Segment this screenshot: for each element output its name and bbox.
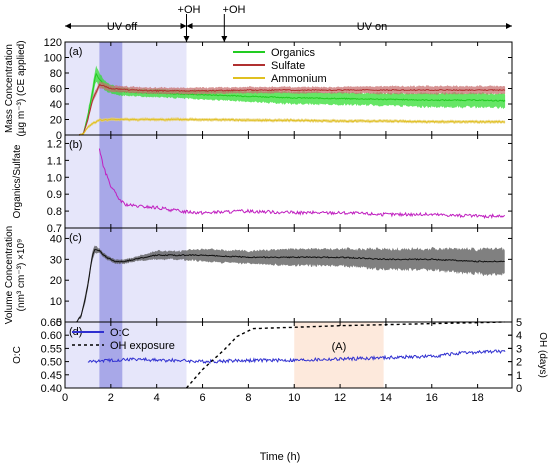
y2-tick-label: 3 [516, 343, 522, 355]
y-axis-label-units: (µg m⁻³) (CE applied) [16, 40, 27, 136]
y-tick-label: 1.1 [47, 155, 62, 167]
y2-tick-label: 1 [516, 370, 522, 382]
injection-shading [99, 42, 123, 388]
uv-off-shading [65, 42, 187, 388]
oh-arrowhead-1 [183, 36, 190, 42]
y-axis-label: Volume Concentration [4, 226, 15, 324]
x-axis-label: Time (h) [260, 451, 301, 463]
y-tick-label: 100 [44, 53, 62, 65]
y-tick-label: 0 [56, 317, 62, 329]
shading-layer [65, 42, 384, 388]
y-tick-label: 60 [50, 84, 62, 96]
y2-axis-label: OH (days) [537, 332, 548, 378]
y2-tick-label: 5 [516, 317, 522, 329]
y2-tick-label: 4 [516, 330, 522, 342]
y-tick-label: 0.65 [41, 317, 62, 329]
uv-off-label: UV off [107, 21, 138, 33]
legend-label: O:C [110, 327, 130, 339]
y-axis-label-units: (nm³ cm⁻³) ×10⁹ [16, 239, 27, 312]
panel-label: (b) [69, 139, 82, 151]
top-annotations: UV off UV on +OH +OH [65, 4, 512, 42]
x-tick-label: 14 [380, 392, 392, 404]
x-tick-label: 18 [471, 392, 483, 404]
oh-arrowhead-2 [221, 36, 228, 42]
y-tick-label: 120 [44, 37, 62, 49]
panel-frame [64, 321, 513, 389]
x-tick-label: 10 [288, 392, 300, 404]
y-tick-label: 0.55 [41, 343, 62, 355]
x-tick-label: 8 [245, 392, 251, 404]
x-tick-label: 6 [199, 392, 205, 404]
legend-label: Sulfate [271, 60, 305, 72]
series-band-series [76, 245, 505, 322]
panel-3: 0 10 20 30 40 (c) Volume Concentration (nm³ cm⁻… [4, 226, 513, 329]
series-line-oh-exposure [185, 321, 505, 389]
y-tick-label: 20 [50, 275, 62, 287]
series-band-organics [78, 65, 506, 136]
y-tick-label: 0 [56, 130, 62, 142]
series-line-o:c [87, 349, 506, 364]
series-line-series [98, 148, 506, 220]
panel-label: (c) [69, 232, 82, 244]
uv-on-arrow-right [506, 23, 512, 29]
legend-label: OH exposure [110, 340, 175, 352]
y-tick-label: 0.40 [41, 383, 62, 395]
y-tick-label: 10 [50, 296, 62, 308]
series-band-sulfate [78, 81, 506, 136]
oh-label-1: +OH [178, 4, 201, 16]
y-tick-label: 30 [50, 254, 62, 266]
y-tick-label: 80 [50, 68, 62, 80]
x-tick-label: 12 [334, 392, 346, 404]
y-tick-label: 40 [50, 233, 62, 245]
uv-off-arrow-right [180, 23, 187, 29]
y-axis-label: O:C [12, 346, 23, 364]
uv-off-arrow-left [65, 23, 71, 29]
region-a-shading [294, 322, 384, 388]
region-a-label: (A) [332, 341, 347, 353]
legend-label: Organics [271, 47, 316, 59]
oh-label-2: +OH [223, 4, 246, 16]
y-tick-label: 0.7 [47, 223, 62, 235]
y-tick-label: 0.8 [47, 206, 62, 218]
x-tick-label: 4 [154, 392, 160, 404]
y-tick-label: 1.2 [47, 138, 62, 150]
series-line-series [76, 248, 505, 323]
y-tick-label: 40 [50, 99, 62, 111]
panel-label: (a) [69, 46, 82, 58]
y-tick-label: 0.45 [41, 370, 62, 382]
y-tick-label: 20 [50, 115, 62, 127]
y-tick-label: 0.9 [47, 189, 62, 201]
y2-tick-label: 0 [516, 383, 522, 395]
y2-tick-label: 2 [516, 357, 522, 369]
x-tick-label: 16 [426, 392, 438, 404]
x-tick-label: 0 [62, 392, 68, 404]
series-line-sulfate [78, 83, 506, 136]
y-axis-label: Mass Concentration [4, 44, 15, 133]
uv-on-label: UV on [357, 21, 388, 33]
x-tick-label: 2 [108, 392, 114, 404]
y-axis-label: Organics/Sulfate [12, 144, 23, 218]
y-tick-label: 0.50 [41, 357, 62, 369]
legend-label: Ammonium [271, 73, 327, 85]
panel-1: 0 20 40 60 80 100 120 (a) Mass Concentration (µg … [4, 37, 513, 142]
series-line-ammonium [78, 118, 506, 136]
uv-on-arrow-left [186, 23, 193, 29]
y-tick-label: 0.60 [41, 330, 62, 342]
y-tick-label: 1.0 [47, 172, 62, 184]
